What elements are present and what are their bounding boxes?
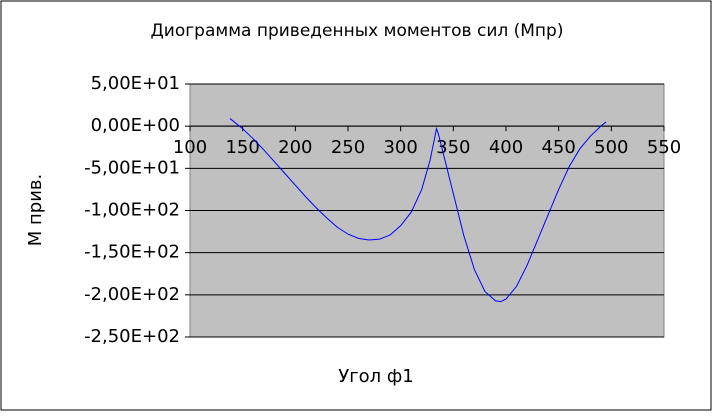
- x-axis-label: Угол ф1: [338, 366, 414, 387]
- y-tick-label: -1,00E+02: [84, 200, 180, 221]
- y-axis-label: М прив.: [25, 174, 46, 246]
- y-tick-label: 0,00E+00: [91, 115, 180, 136]
- y-tick-label: -5,00E+01: [84, 157, 180, 178]
- x-tick-label: 400: [489, 137, 523, 158]
- x-tick-label: 250: [331, 137, 365, 158]
- chart-title: Диограмма приведенных моментов сил (Мпр): [151, 21, 564, 41]
- x-tick-label: 300: [383, 137, 417, 158]
- x-tick-label: 550: [647, 137, 681, 158]
- y-tick-label: -1,50E+02: [84, 242, 180, 263]
- y-tick-label: -2,50E+02: [84, 326, 180, 347]
- line-series: [229, 118, 607, 303]
- x-tick-label: 450: [541, 137, 575, 158]
- x-tick-label: 100: [173, 137, 207, 158]
- x-tick-label: 350: [436, 137, 470, 158]
- x-tick-label: 150: [225, 137, 259, 158]
- x-tick-label: 200: [278, 137, 312, 158]
- y-tick-label: -2,00E+02: [84, 284, 180, 305]
- y-tick-label: 5,00E+01: [91, 73, 180, 94]
- x-tick-label: 500: [594, 137, 628, 158]
